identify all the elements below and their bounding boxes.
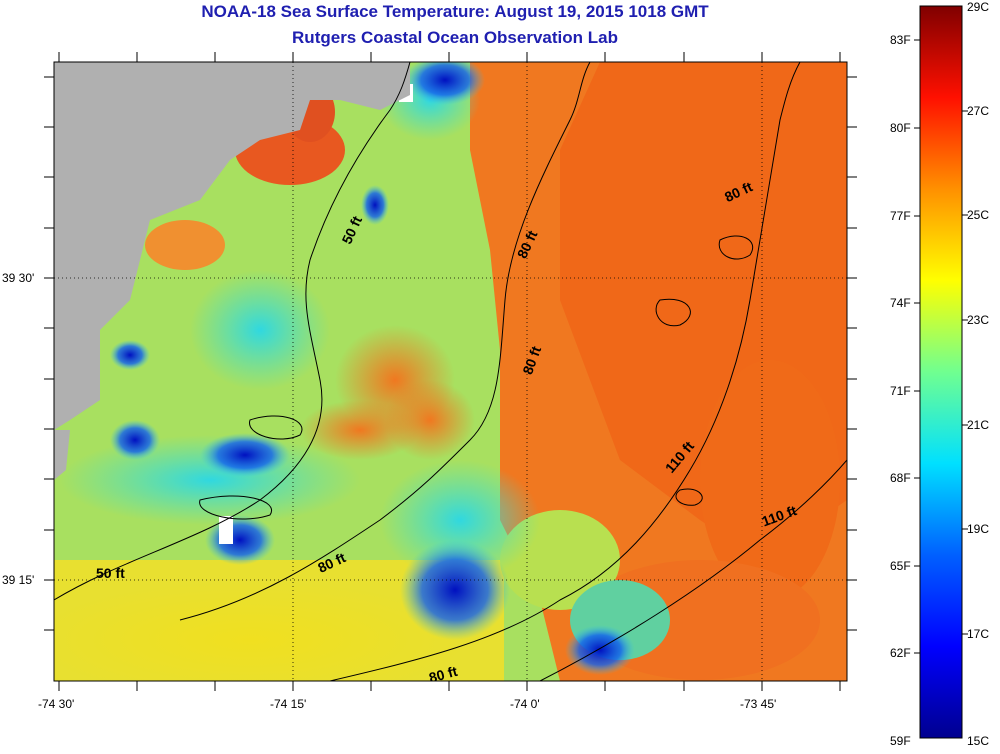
colorbar-label-c: 25C [967,208,990,222]
lon-label: -74 0' [510,697,540,711]
colorbar-label-f: 68F [890,471,911,485]
contour-label: 50 ft [96,565,125,581]
lon-label: -74 15' [270,697,307,711]
colorbar-label-c: 15C [967,734,990,748]
map-title: NOAA-18 Sea Surface Temperature: August … [201,2,709,21]
sst-field: 50 ft 50 ft 80 ft 80 ft 80 ft 80 ft 80 f… [54,62,847,686]
colorbar-label-f: 74F [890,296,911,310]
land-mass [54,62,410,430]
colorbar-label-f: 77F [890,209,911,223]
lat-label: 39 30' [2,271,35,285]
map-frame [53,61,848,682]
graticule [54,62,847,681]
lat-label: 39 15' [2,573,35,587]
colorbar-label-f: 80F [890,121,911,135]
colorbar-label-f: 59F [890,734,911,748]
axis-ticks [44,52,857,691]
colorbar-label-f: 65F [890,559,911,573]
map-subtitle: Rutgers Coastal Ocean Observation Lab [292,28,618,47]
colorbar-label-f: 71F [890,384,911,398]
colorbar-label-c: 23C [967,313,990,327]
colorbar-label-f: 83F [890,33,911,47]
colorbar-label-c: 27C [967,104,990,118]
colorbar-label-c: 29C [967,0,990,14]
colorbar-label-c: 17C [967,627,990,641]
lon-label: -73 45' [740,697,777,711]
colorbar [919,5,963,739]
colorbar-label-c: 21C [967,418,990,432]
lon-label: -74 30' [38,697,75,711]
colorbar-label-c: 19C [967,522,990,536]
contour-label: 80 ft [427,663,459,686]
colorbar-label-f: 62F [890,646,911,660]
